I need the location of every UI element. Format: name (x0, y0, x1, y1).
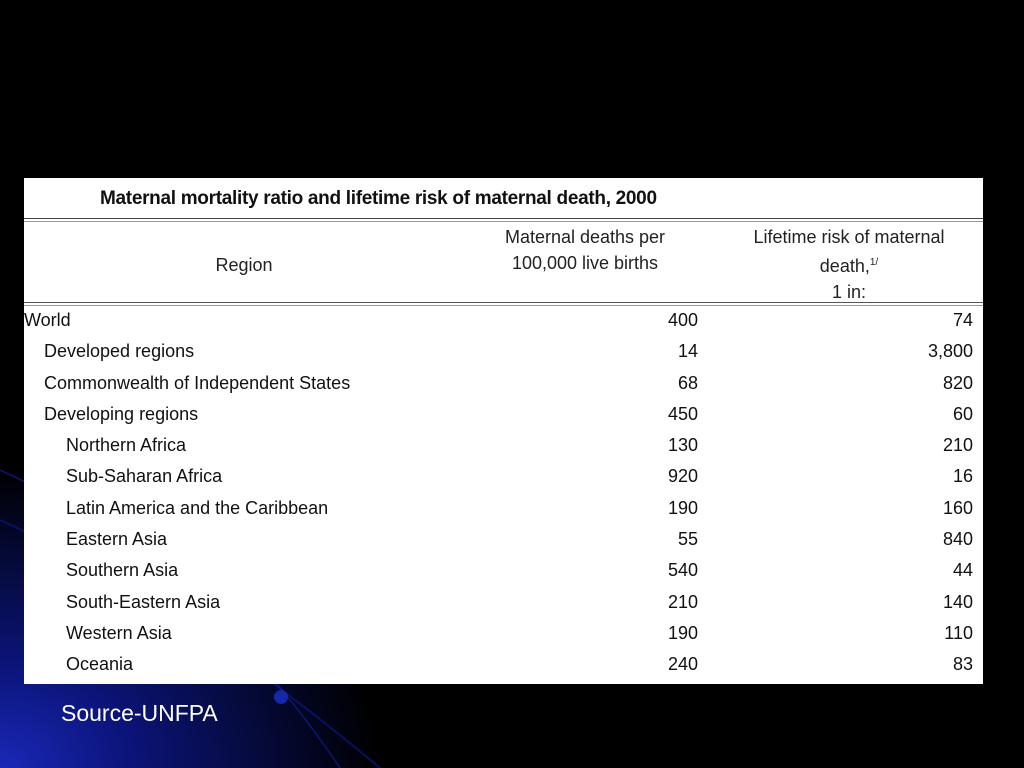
region-cell: World (24, 310, 71, 330)
table-row: Commonwealth of Independent States 68 82… (24, 369, 983, 400)
table-row: Eastern Asia 55 840 (24, 525, 983, 556)
mmr-cell: 920 (667, 466, 698, 487)
risk-cell: 44 (952, 560, 973, 581)
table-row: Developing regions 450 60 (24, 400, 983, 431)
region-cell: Sub-Saharan Africa (66, 466, 223, 487)
risk-cell: 3,800 (927, 341, 973, 362)
risk-cell: 160 (942, 497, 973, 518)
table-row: Western Asia 190 110 (24, 619, 983, 650)
table-row: Southern Asia 540 44 (24, 556, 983, 587)
column-header-risk-line2: death, (819, 256, 870, 276)
mmr-cell: 540 (667, 560, 698, 581)
header-rule-bottom (24, 302, 983, 303)
region-cell: Commonwealth of Independent States (44, 372, 351, 393)
risk-cell: 16 (952, 466, 973, 487)
header-rule-top (24, 218, 983, 219)
table-row: World 400 74 (24, 306, 983, 337)
mmr-cell: 210 (667, 591, 698, 612)
mmr-cell: 190 (667, 622, 698, 643)
header-rule-bottom-inner (24, 305, 983, 306)
table-row: Developed regions 14 3,800 (24, 337, 983, 368)
column-header-region-label: Region (215, 255, 273, 275)
region-cell: Eastern Asia (66, 529, 168, 550)
table-row: Northern Africa 130 210 (24, 431, 983, 462)
risk-cell: 83 (952, 654, 973, 675)
region-cell: South-Eastern Asia (66, 591, 221, 612)
mmr-cell: 450 (667, 403, 698, 424)
table-row: Oceania 240 83 (24, 650, 983, 681)
column-header-risk-footnote: 1/ (869, 257, 879, 268)
risk-cell: 840 (942, 529, 973, 550)
region-cell: Latin America and the Caribbean (66, 497, 329, 518)
mmr-cell: 55 (677, 529, 698, 550)
maternal-mortality-table: Maternal mortality ratio and lifetime ri… (24, 178, 983, 684)
table-row: South-Eastern Asia 210 140 (24, 588, 983, 619)
mmr-cell: 400 (667, 310, 698, 330)
source-caption: Source-UNFPA (61, 700, 218, 726)
region-cell: Western Asia (66, 622, 172, 643)
region-cell: Southern Asia (66, 560, 179, 581)
risk-cell: 60 (952, 403, 973, 424)
table-row: Latin America and the Caribbean 190 160 (24, 494, 983, 525)
column-header-risk-line1: Lifetime risk of maternal (753, 227, 945, 247)
table-title: Maternal mortality ratio and lifetime ri… (100, 188, 657, 209)
region-cell: Northern Africa (66, 435, 187, 456)
column-header-risk-line3: 1 in: (831, 282, 867, 302)
column-header-mmr-line1: Maternal deaths per (504, 227, 666, 247)
mmr-cell: 190 (667, 497, 698, 518)
risk-cell: 820 (942, 372, 973, 393)
risk-cell: 140 (942, 591, 973, 612)
mmr-cell: 130 (667, 435, 698, 456)
risk-cell: 74 (952, 310, 973, 330)
mmr-cell: 14 (677, 341, 698, 362)
header-rule-top-inner (24, 221, 983, 222)
column-header-mmr-line2: 100,000 live births (511, 253, 659, 273)
region-cell: Oceania (66, 654, 134, 675)
risk-cell: 210 (942, 435, 973, 456)
mmr-cell: 240 (667, 654, 698, 675)
column-header-region: Region (164, 252, 324, 278)
mmr-cell: 68 (677, 372, 698, 393)
region-cell: Developed regions (44, 341, 195, 362)
table-row: Sub-Saharan Africa 920 16 (24, 462, 983, 493)
column-header-lifetime-risk: Lifetime risk of maternal death,1/ 1 in: (724, 224, 974, 305)
table-body: World 400 74 Developed regions 14 3,800 … (24, 306, 983, 682)
column-header-maternal-deaths: Maternal deaths per 100,000 live births (476, 224, 694, 276)
risk-cell: 110 (944, 622, 973, 643)
region-cell: Developing regions (44, 403, 199, 424)
